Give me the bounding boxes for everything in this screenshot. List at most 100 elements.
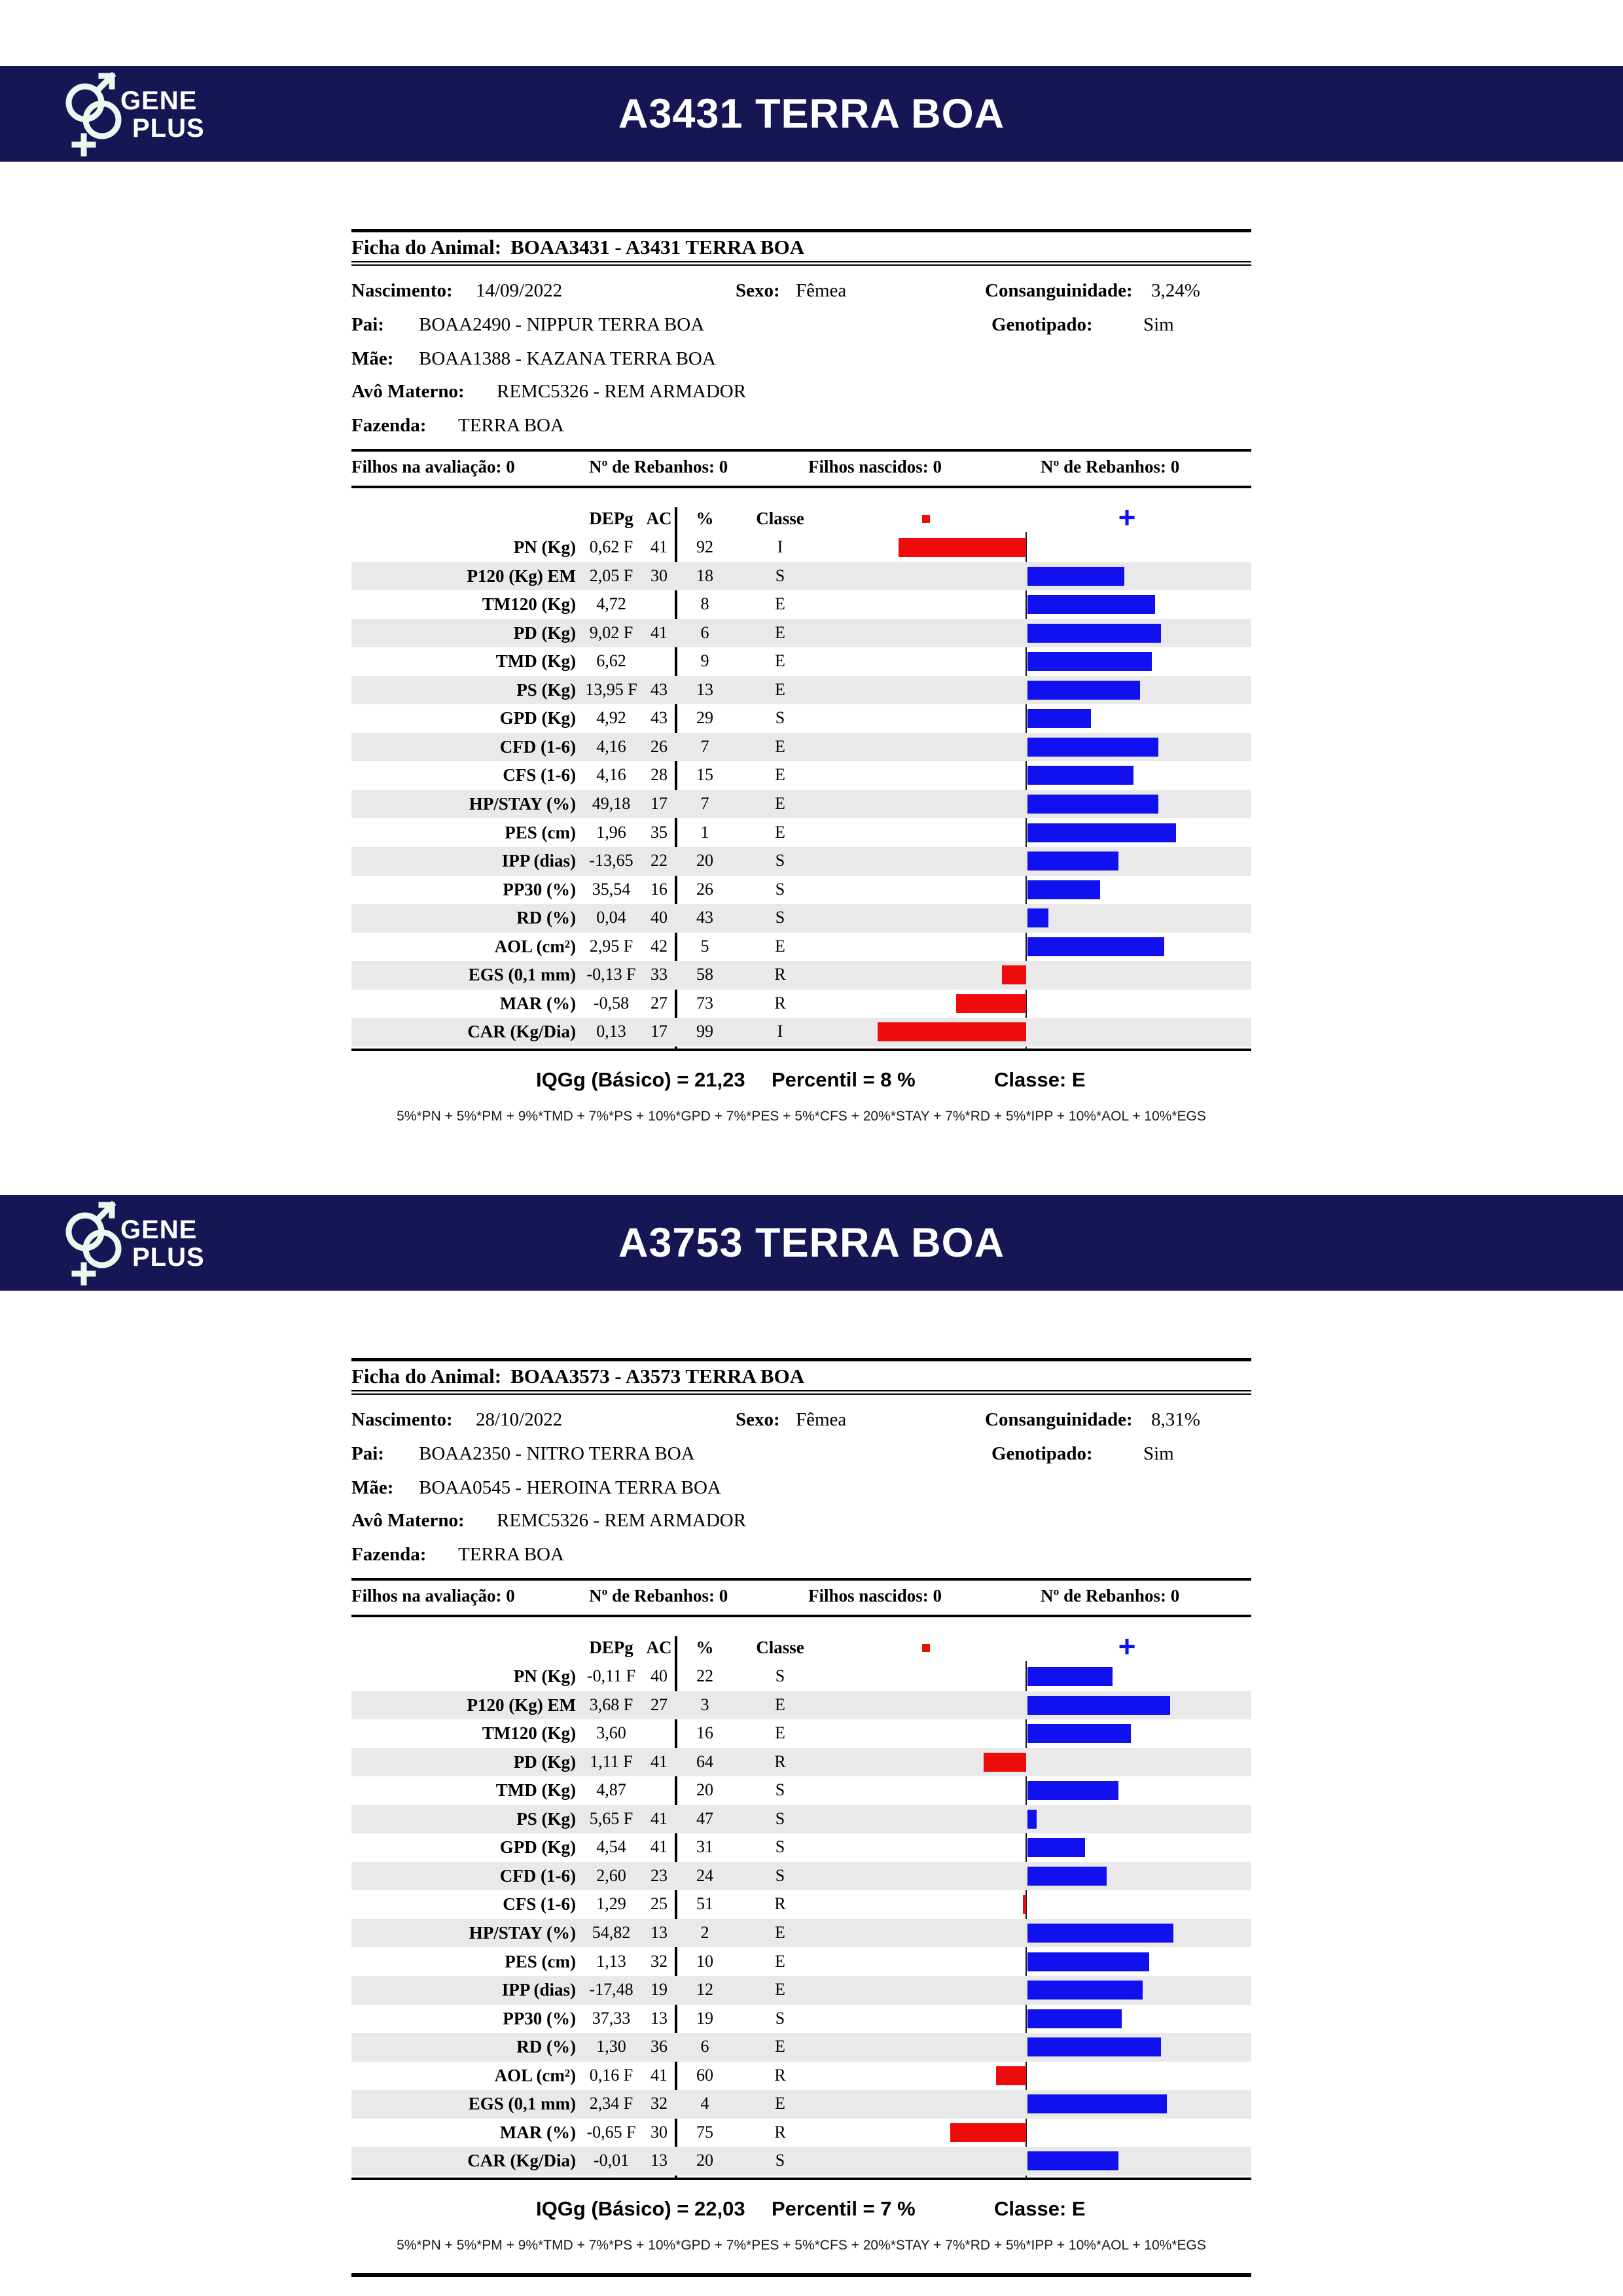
classe-letter: S	[775, 879, 785, 899]
classe-letter: S	[775, 908, 785, 927]
plus-legend-icon: +	[1118, 500, 1136, 534]
dep-bar-positive	[1027, 680, 1140, 700]
info-line-avo-materno: Avô Materno: REMC5326 - REM ARMADOR	[351, 381, 1251, 406]
female-cross-icon	[71, 1262, 96, 1285]
dep-row: TMD (Kg) 4,87 20 S	[351, 1776, 1251, 1805]
pai-value: BOAA2490 - NIPPUR TERRA BOA	[419, 314, 705, 335]
info-line-nascimento: Nascimento: 28/10/2022 Sexo: Fêmea Consa…	[351, 1409, 1251, 1434]
classe-letter: E	[775, 793, 785, 813]
stat-item: Filhos na avaliação: 0	[351, 457, 515, 476]
trait-label: CFD (1-6)	[499, 736, 576, 757]
mae-value: BOAA0545 - HEROINA TERRA BOA	[419, 1477, 721, 1498]
gender-symbols-icon	[65, 71, 122, 156]
depg-value: 0,16 F	[589, 2065, 633, 2085]
dep-bar-negative	[1023, 1895, 1026, 1914]
depg-value: 49,18	[592, 793, 631, 813]
dep-row: CFS (1-6) 4,16 28 15 E	[351, 761, 1251, 790]
percentile-value: 4	[700, 2094, 709, 2113]
ac-value: 41	[651, 1837, 668, 1857]
classe-letter: I	[777, 1022, 783, 1041]
depg-value: -0,13 F	[586, 965, 636, 984]
trait-label: CAR (Kg/Dia)	[467, 1022, 576, 1042]
trait-label: AOL (cm²)	[494, 936, 576, 956]
ac-value: 26	[651, 736, 668, 756]
avo-materno-value: REMC5326 - REM ARMADOR	[497, 1510, 747, 1531]
stat-item: Filhos nascidos: 0	[808, 1586, 942, 1605]
trait-label: RD (%)	[516, 2037, 576, 2057]
dep-row: PS (Kg) 5,65 F 41 47 S	[351, 1804, 1251, 1834]
avo-materno-label: Avô Materno:	[351, 1510, 465, 1531]
banner-title: A3753 TERRA BOA	[618, 1220, 1005, 1266]
percentile-value: 26	[696, 879, 713, 899]
depg-value: 13,95 F	[585, 679, 637, 699]
depg-value: 37,33	[592, 2008, 631, 2028]
percentile-value: 99	[696, 1022, 713, 1041]
depg-value: 1,30	[596, 2037, 626, 2056]
stats-row: Filhos na avaliação: 0 Nº de Rebanhos: 0 F…	[351, 457, 1251, 480]
dep-row: PP30 (%) 35,54 16 26 S	[351, 876, 1251, 905]
dep-row: TMD (Kg) 6,62 9 E	[351, 647, 1251, 676]
trait-label: PES (cm)	[505, 1951, 576, 1971]
trait-label: TMD (Kg)	[495, 651, 576, 672]
dep-bar-negative	[984, 1752, 1026, 1772]
ac-value: 35	[651, 822, 668, 842]
dep-bar-negative	[950, 2123, 1026, 2142]
stats-row: Filhos na avaliação: 0 Nº de Rebanhos: 0 F…	[351, 1586, 1251, 1609]
dep-row: RD (%) 0,04 40 43 S	[351, 904, 1251, 933]
percentile-value: 7	[700, 736, 709, 756]
percentile-value: 3	[700, 1695, 709, 1714]
depg-column-header: DEPg	[589, 1638, 633, 1657]
classe-letter: S	[775, 1837, 785, 1857]
classe-letter: E	[775, 1922, 785, 1942]
ac-value: 17	[651, 1022, 668, 1041]
iqgg-value: IQGg (Básico) = 21,23	[536, 1068, 745, 1091]
depg-column-header: DEPg	[589, 509, 633, 528]
consanguinidade-label: Consanguinidade:	[985, 1409, 1133, 1430]
trait-label: TM120 (Kg)	[482, 1723, 576, 1744]
trait-label: PD (Kg)	[513, 622, 576, 643]
percentile-value: 16	[696, 1723, 713, 1743]
stat-item: Filhos na avaliação: 0	[351, 1586, 515, 1605]
summary-row: IQGg (Básico) = 21,23 Percentil = 8 % Cl…	[351, 1068, 1251, 1094]
header-banner: GENE PLUS A3431 TERRA BOA	[0, 66, 1623, 162]
ac-value: 27	[651, 993, 668, 1013]
dep-bar-positive	[1027, 1724, 1131, 1744]
dep-bar-positive	[1027, 737, 1158, 757]
percentile-value: 64	[696, 1751, 713, 1771]
trait-label: MAR (%)	[499, 2122, 576, 2142]
dep-bar-positive	[1027, 908, 1048, 928]
divider-rule	[351, 1615, 1251, 1617]
table-header: DEPg AC % Classe +	[351, 500, 1251, 534]
ac-value: 32	[651, 1951, 668, 1971]
dep-bar-positive	[1027, 2037, 1161, 2057]
trait-label: GPD (Kg)	[499, 1837, 576, 1857]
fazenda-value: TERRA BOA	[458, 415, 564, 436]
percentile-value: 1	[700, 822, 709, 842]
dep-bar-negative	[1002, 965, 1026, 985]
dep-table-rows: PN (Kg) -0,11 F 40 22 S P120 (Kg) EM 3,68 F 27 3…	[351, 1662, 1251, 2176]
geneplus-logo: GENE PLUS	[65, 71, 204, 156]
gender-symbols-icon	[65, 1200, 122, 1285]
info-line-pai: Pai: BOAA2350 - NITRO TERRA BOA Genotipa…	[351, 1443, 1251, 1468]
classe-letter: S	[775, 2008, 785, 2028]
avo-materno-label: Avô Materno:	[351, 381, 465, 402]
nascimento-label: Nascimento:	[351, 280, 453, 301]
ac-value: 28	[651, 765, 668, 785]
percentile-value: 9	[700, 651, 709, 671]
depg-value: 6,62	[596, 651, 626, 671]
ac-value: 40	[651, 1666, 668, 1685]
percentile-value: 60	[696, 2065, 713, 2085]
depg-value: -0,58	[593, 993, 630, 1013]
depg-value: 1,29	[596, 1894, 626, 1914]
classe-letter: I	[777, 537, 783, 556]
column-divider	[675, 507, 677, 1049]
percentile-value: 13	[696, 679, 713, 699]
classe-letter: E	[775, 1951, 785, 1971]
genotipado-value: Sim	[1143, 1443, 1174, 1464]
depg-value: -0,11 F	[586, 1666, 636, 1685]
dep-bar-negative	[956, 994, 1026, 1013]
dep-row: PES (cm) 1,96 35 1 E	[351, 819, 1251, 848]
classe-value: Classe: E	[994, 1068, 1086, 1091]
dep-bar-positive	[1027, 2094, 1167, 2114]
depg-value: 35,54	[592, 879, 631, 899]
